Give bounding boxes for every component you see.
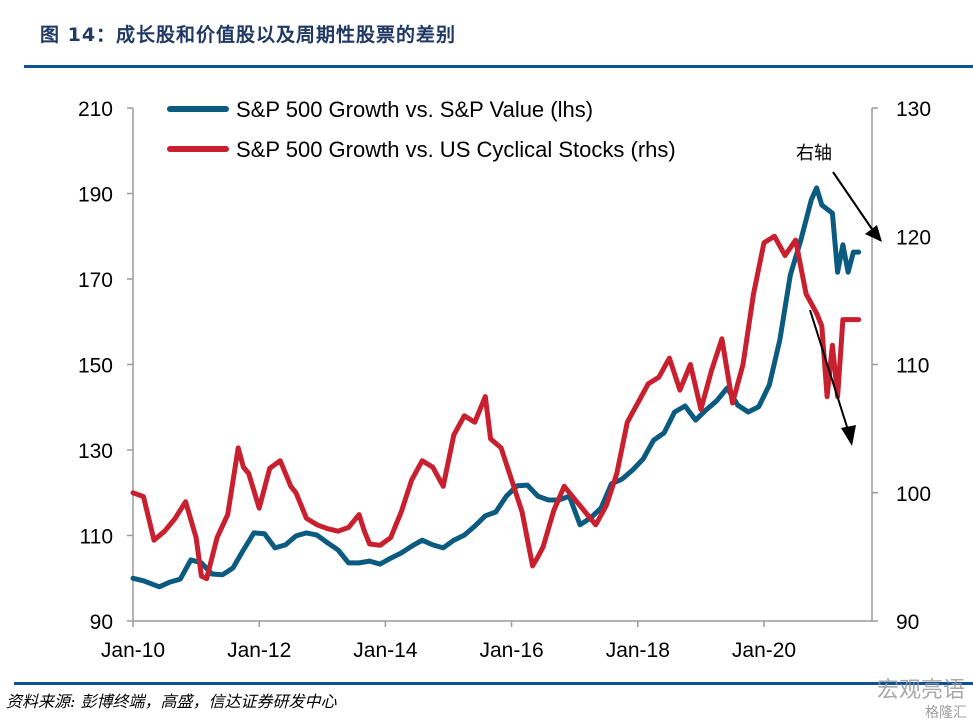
y-right-tick-label: 100 — [896, 483, 931, 506]
series-group — [130, 185, 862, 590]
x-tick-label: Jan-12 — [227, 639, 291, 662]
arrow-to-right-axis — [832, 171, 875, 233]
y-left-tick-label: 190 — [78, 184, 113, 207]
arrow-head-right-axis — [865, 225, 882, 242]
y-right-tick-label: 110 — [896, 355, 929, 378]
arrow-down-trend — [809, 309, 849, 431]
x-tick-label: Jan-10 — [101, 639, 165, 662]
arrow-head-down-trend — [841, 425, 856, 446]
y-right-tick-label: 90 — [896, 611, 919, 634]
axes: 90 110 130 150 170 190 210 90 100 110 120 130 Jan-10… — [78, 98, 931, 662]
y-left-tick-label: 150 — [78, 355, 113, 378]
legend: S&P 500 Growth vs. S&P Value (lhs) S&P 5… — [167, 97, 676, 162]
y-left-tick-label: 130 — [78, 440, 113, 463]
watermark: 宏观亮语 — [876, 678, 965, 703]
legend-label-growth-value: S&P 500 Growth vs. S&P Value (lhs) — [236, 97, 593, 122]
x-tick-label: Jan-18 — [606, 639, 670, 662]
y-right-tick-label: 120 — [896, 226, 931, 249]
x-tick-label: Jan-14 — [353, 639, 418, 662]
x-tick-label: Jan-16 — [479, 639, 543, 662]
watermark-secondary: 格隆汇 — [925, 705, 967, 721]
chart: 90 110 130 150 170 190 210 90 100 110 120 130 Jan-10… — [78, 97, 931, 662]
y-left-tick-label: 90 — [90, 611, 113, 634]
annotation-group: 右轴 — [796, 143, 882, 446]
source-note: 资料来源: 彭博终端，高盛，信达证券研发中心 — [6, 692, 337, 711]
series-line-growth-cyclical — [130, 233, 862, 582]
bottom-divider — [14, 682, 973, 685]
series-line-growth-value — [130, 185, 862, 590]
annotation-right-axis: 右轴 — [796, 143, 832, 164]
chart-title: 图 14：成长股和价值股以及周期性股票的差别 — [40, 24, 457, 46]
y-left-tick-label: 210 — [78, 98, 113, 121]
y-left-tick-label: 110 — [80, 526, 113, 549]
legend-label-growth-cyclical: S&P 500 Growth vs. US Cyclical Stocks (r… — [236, 137, 676, 162]
x-tick-label: Jan-20 — [732, 639, 796, 662]
top-divider — [24, 65, 973, 68]
y-right-tick-label: 130 — [896, 98, 931, 121]
y-left-tick-label: 170 — [78, 269, 113, 292]
